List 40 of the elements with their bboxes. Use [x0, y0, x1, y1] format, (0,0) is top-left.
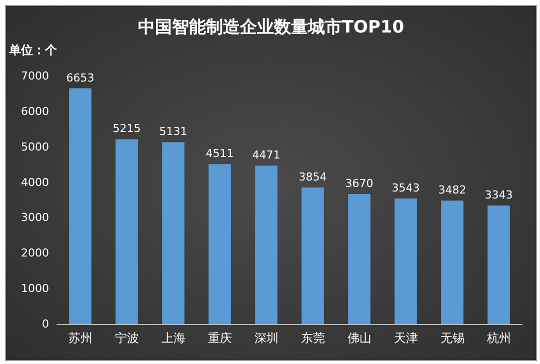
x-tick-label: 佛山	[347, 331, 372, 345]
y-tick-label: 2000	[21, 246, 49, 260]
data-label: 3854	[298, 170, 327, 184]
y-tick-label: 6000	[21, 104, 49, 118]
x-tick-label: 东莞	[300, 331, 325, 345]
data-label: 3343	[484, 188, 513, 202]
y-tick-label: 5000	[21, 140, 49, 154]
x-tick-label: 宁波	[114, 331, 139, 345]
data-label: 3543	[392, 181, 420, 194]
y-tick-label: 3000	[21, 211, 49, 224]
x-tick-label: 苏州	[68, 331, 92, 345]
y-tick-label: 4000	[21, 176, 49, 189]
chart-title: 中国智能制造企业数量城市TOP10	[138, 18, 404, 38]
bar	[348, 194, 370, 324]
data-label: 5215	[112, 122, 141, 136]
x-tick-label: 无锡	[440, 331, 464, 345]
bar	[394, 198, 417, 324]
x-tick-label: 上海	[161, 331, 186, 345]
bar	[69, 88, 92, 324]
data-label: 3670	[345, 176, 374, 190]
y-tick-label: 7000	[21, 70, 49, 82]
bar	[162, 142, 184, 324]
x-tick-label: 重庆	[208, 331, 232, 345]
y-tick-label: 0	[42, 318, 49, 330]
bar	[116, 139, 138, 324]
bar	[255, 166, 278, 324]
bar	[441, 200, 464, 324]
y-axis-title: 单位：个	[8, 43, 58, 57]
bar	[488, 206, 510, 324]
x-tick-label: 深圳	[254, 331, 278, 345]
x-tick-label: 杭州	[486, 331, 511, 345]
data-label: 4511	[206, 147, 234, 160]
data-label: 5131	[159, 125, 188, 138]
data-label: 6653	[66, 71, 94, 84]
x-tick-label: 天津	[394, 331, 418, 345]
data-label: 4471	[252, 148, 280, 162]
data-label: 3482	[438, 184, 466, 197]
bar	[302, 187, 324, 324]
y-tick-label: 1000	[21, 282, 49, 296]
bar	[208, 164, 231, 324]
